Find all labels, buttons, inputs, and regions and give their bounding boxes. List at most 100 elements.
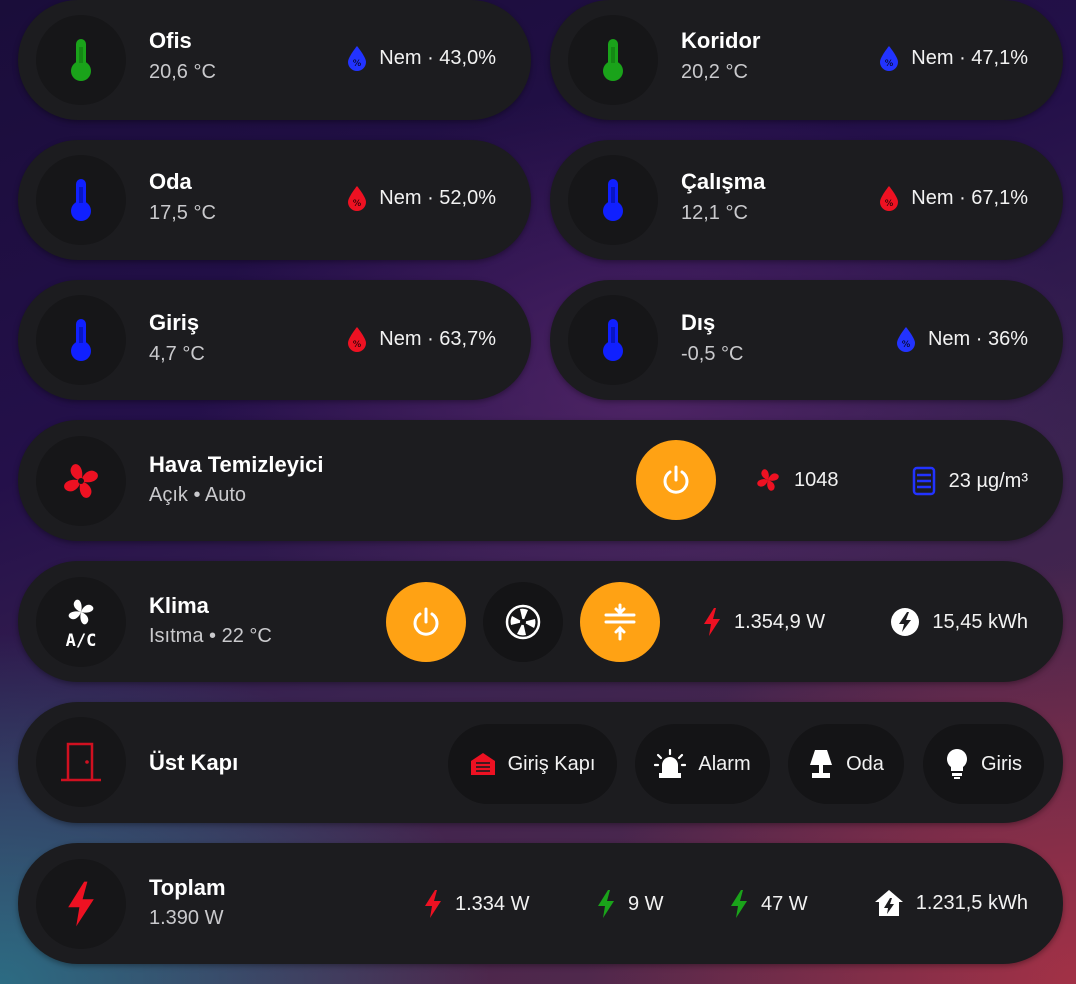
flash-icon	[425, 890, 441, 918]
humidity-info: % Nem · 47,1%	[879, 45, 1028, 71]
flash-icon	[704, 608, 720, 636]
sensor-card-koridor[interactable]: Koridor 20,2 °C % Nem · 47,1%	[550, 0, 1063, 120]
klima-name: Klima	[149, 593, 209, 618]
water-percent-icon: %	[880, 46, 899, 71]
purifier-state: Açık • Auto	[149, 484, 247, 506]
door-name: Üst Kapı	[149, 750, 239, 775]
sensor-temperature: 20,6 °C	[149, 61, 216, 83]
sensor-temperature: 17,5 °C	[149, 202, 216, 224]
power-icon	[663, 465, 689, 494]
chip-alarm[interactable]: Alarm	[635, 724, 770, 804]
pm25-value: 23 µg/m³	[948, 469, 1028, 492]
water-percent-icon: %	[348, 327, 367, 352]
air-purifier-card[interactable]: Hava Temizleyici Açık • Auto 1048 23 µg/…	[18, 420, 1063, 541]
water-percent-icon: %	[348, 186, 367, 211]
sensor-card-giris[interactable]: Giriş 4,7 °C % Nem · 63,7%	[18, 280, 531, 400]
power-item-3: 47 W	[729, 889, 808, 919]
alarm-light-icon	[654, 749, 687, 778]
power-item-2: 9 W	[596, 889, 664, 919]
purifier-power-button[interactable]	[636, 440, 716, 520]
water-percent-icon: %	[896, 327, 915, 352]
fan-speed-info: 1048	[754, 466, 839, 494]
energy-value: 1.231,5 kWh	[915, 891, 1028, 914]
purifier-name: Hava Temizleyici	[149, 452, 324, 477]
lightning-circle-icon	[891, 608, 920, 636]
chip-giris[interactable]: Giris	[923, 724, 1044, 804]
garage-icon	[470, 753, 495, 775]
power-value: 1.334 W	[455, 892, 530, 915]
total-name: Toplam	[149, 875, 226, 900]
klima-swing-button[interactable]	[580, 582, 660, 662]
door-card[interactable]: Üst Kapı Giriş Kapı Alarm Oda Giris	[18, 702, 1063, 823]
air-conditioner-icon: A/C	[36, 577, 126, 667]
chip-label: Giris	[980, 752, 1023, 775]
home-lightning-icon	[874, 890, 903, 916]
humidity-value: Nem · 63,7%	[379, 327, 496, 350]
power-value: 47 W	[761, 892, 808, 915]
sensor-temperature: -0,5 °C	[681, 343, 744, 365]
thermometer-icon	[568, 15, 658, 105]
flash-icon	[731, 890, 747, 918]
humidity-value: Nem · 43,0%	[379, 46, 496, 69]
energy-item: 1.231,5 kWh	[874, 889, 1028, 917]
swing-icon	[604, 603, 636, 641]
sensor-card-ofis[interactable]: Ofis 20,6 °C % Nem · 43,0%	[18, 0, 531, 120]
chip-oda[interactable]: Oda	[788, 724, 904, 804]
humidity-value: Nem · 67,1%	[911, 186, 1028, 209]
water-percent-icon: %	[348, 46, 367, 71]
chip-label: Oda	[846, 752, 884, 775]
lamp-icon	[810, 750, 833, 778]
pm25-info: 23 µg/m³	[911, 466, 1028, 496]
sensor-card-calisma[interactable]: Çalışma 12,1 °C % Nem · 67,1%	[550, 140, 1063, 260]
sensor-name: Oda	[149, 169, 192, 194]
humidity-info: % Nem · 43,0%	[347, 45, 496, 71]
total-value: 1.390 W	[149, 907, 224, 929]
klima-energy-info: 15,45 kWh	[890, 607, 1028, 637]
power-item-1: 1.334 W	[423, 889, 529, 919]
chip-label: Giriş Kapı	[507, 752, 596, 775]
sensor-temperature: 20,2 °C	[681, 61, 748, 83]
humidity-value: Nem · 36%	[927, 327, 1028, 350]
humidity-value: Nem · 52,0%	[379, 186, 496, 209]
svg-text:A/C: A/C	[66, 631, 97, 648]
water-percent-icon: %	[880, 186, 899, 211]
sensor-name: Çalışma	[681, 169, 766, 194]
humidity-info: % Nem · 67,1%	[879, 185, 1028, 211]
klima-power-info: 1.354,9 W	[702, 607, 825, 637]
power-icon	[413, 607, 439, 636]
flash-icon	[36, 859, 126, 949]
klima-fan-mode-button[interactable]	[483, 582, 563, 662]
thermometer-icon	[36, 15, 126, 105]
humidity-info: % Nem · 36%	[896, 326, 1028, 352]
svg-text:%: %	[902, 340, 911, 350]
flash-icon	[598, 890, 614, 918]
thermometer-icon	[36, 155, 126, 245]
svg-text:%: %	[353, 199, 362, 209]
klima-energy-value: 15,45 kWh	[932, 610, 1028, 633]
total-power-card[interactable]: Toplam 1.390 W 1.334 W 9 W 47 W 1.231,5 …	[18, 843, 1063, 964]
sensor-card-oda[interactable]: Oda 17,5 °C % Nem · 52,0%	[18, 140, 531, 260]
chip-giris-kapi[interactable]: Giriş Kapı	[448, 724, 617, 804]
air-filter-icon	[912, 466, 935, 496]
sensor-temperature: 4,7 °C	[149, 343, 205, 365]
humidity-value: Nem · 47,1%	[911, 46, 1028, 69]
svg-text:%: %	[353, 340, 362, 350]
svg-text:%: %	[353, 59, 362, 69]
svg-text:%: %	[885, 199, 894, 209]
fan-icon	[36, 436, 126, 526]
klima-power-button[interactable]	[386, 582, 466, 662]
sensor-name: Dış	[681, 310, 716, 335]
klima-card[interactable]: A/C Klima Isıtma • 22 °C 1.354,9 W 15,45…	[18, 561, 1063, 682]
lightbulb-icon	[946, 749, 967, 779]
fan-mode-icon	[505, 604, 541, 640]
chip-label: Alarm	[698, 752, 751, 775]
humidity-info: % Nem · 63,7%	[347, 326, 496, 352]
sensor-temperature: 12,1 °C	[681, 202, 748, 224]
thermometer-icon	[36, 295, 126, 385]
thermometer-icon	[568, 155, 658, 245]
klima-state: Isıtma • 22 °C	[149, 625, 272, 647]
sensor-card-dis[interactable]: Dış -0,5 °C % Nem · 36%	[550, 280, 1063, 400]
power-value: 9 W	[628, 892, 664, 915]
sensor-name: Ofis	[149, 28, 192, 53]
door-icon	[36, 717, 126, 807]
